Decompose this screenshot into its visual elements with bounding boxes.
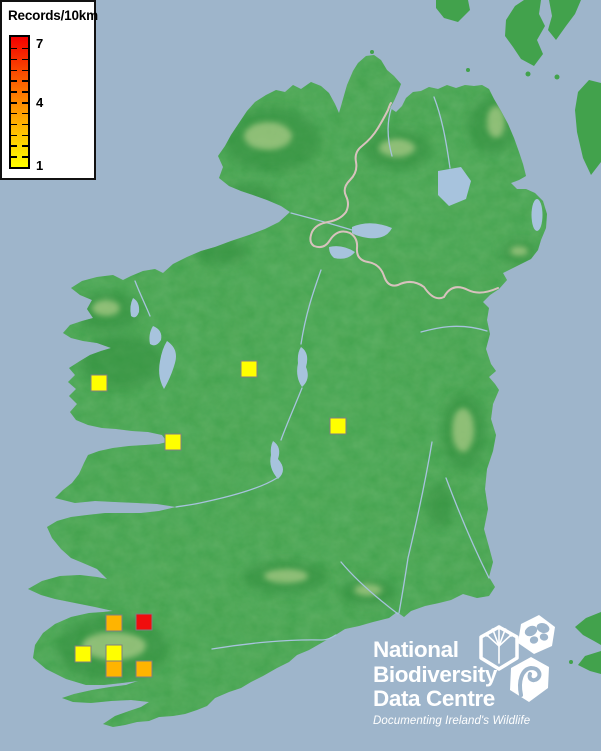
fern-glyph [518, 665, 542, 697]
legend-tick [11, 102, 17, 104]
legend-min-label: 1 [36, 158, 44, 173]
record-square-orange-9[interactable] [135, 660, 153, 678]
logo-line-data-centre: Data Centre [373, 686, 495, 711]
rivers [134, 96, 490, 650]
lough-mask [149, 326, 162, 346]
legend-tick [11, 145, 17, 147]
butterfly-glyph [524, 623, 550, 644]
legend-title: Records/10km [8, 8, 98, 23]
record-square-yellow-0[interactable] [90, 374, 108, 392]
legend-mid-label: 4 [36, 95, 44, 110]
record-square-red-5[interactable] [135, 613, 153, 631]
wales-coast-fragments [569, 612, 601, 674]
lough-ree [297, 347, 308, 387]
legend-tick [22, 91, 28, 93]
legend-tick [22, 47, 28, 50]
lough-derg [270, 441, 283, 479]
lakes [130, 167, 543, 479]
legend-tick [11, 134, 17, 136]
lough-conn [130, 298, 140, 318]
lough-corrib [159, 341, 176, 389]
legend-tick [11, 156, 17, 158]
seed-head-tips [485, 625, 513, 637]
record-square-yellow-2[interactable] [240, 360, 258, 378]
nbdc-logo: National Biodiversity Data Centre Docume… [373, 615, 555, 727]
legend-tick [22, 134, 28, 136]
legend-tick [22, 145, 28, 147]
legend-tick [22, 123, 28, 126]
legend-tick [22, 80, 28, 82]
legend-tick [11, 47, 17, 50]
legend-tick [11, 123, 17, 126]
legend-max-label: 7 [36, 36, 44, 51]
legend-tick [22, 112, 28, 115]
record-squares-layer [74, 360, 347, 678]
legend-tick [11, 58, 17, 61]
record-square-yellow-6[interactable] [74, 645, 92, 663]
northern-ireland-border [309, 102, 499, 300]
lower-lough-erne [352, 223, 392, 239]
legend-tick [22, 102, 28, 104]
legend-tick [11, 91, 17, 93]
legend-panel: Records/10km 7 4 1 [0, 0, 98, 180]
upper-lough-erne [329, 246, 355, 259]
legend-tick [22, 58, 28, 61]
legend-tick [11, 69, 17, 71]
legend-tick [11, 80, 17, 82]
record-square-yellow-1[interactable] [164, 433, 182, 451]
record-square-yellow-7[interactable] [105, 644, 123, 662]
logo-hexagons-icon [479, 615, 555, 702]
logo-tagline: Documenting Ireland's Wildlife [373, 714, 531, 727]
legend-tick [22, 69, 28, 71]
seed-head-glyph [486, 626, 512, 664]
logo-line-biodiversity: Biodiversity [373, 661, 497, 687]
logo-line-national: National [373, 637, 459, 662]
legend-tick [22, 156, 28, 158]
legend-gradient-bar [9, 35, 30, 169]
legend-tick [11, 112, 17, 115]
butterfly-hexagon [518, 615, 555, 654]
lough-neagh [438, 167, 471, 206]
strangford-lough [531, 199, 543, 231]
record-square-orange-4[interactable] [105, 614, 123, 632]
scotland-coast-fragments [436, 0, 601, 175]
record-square-orange-8[interactable] [105, 660, 123, 678]
record-square-yellow-3[interactable] [329, 417, 347, 435]
